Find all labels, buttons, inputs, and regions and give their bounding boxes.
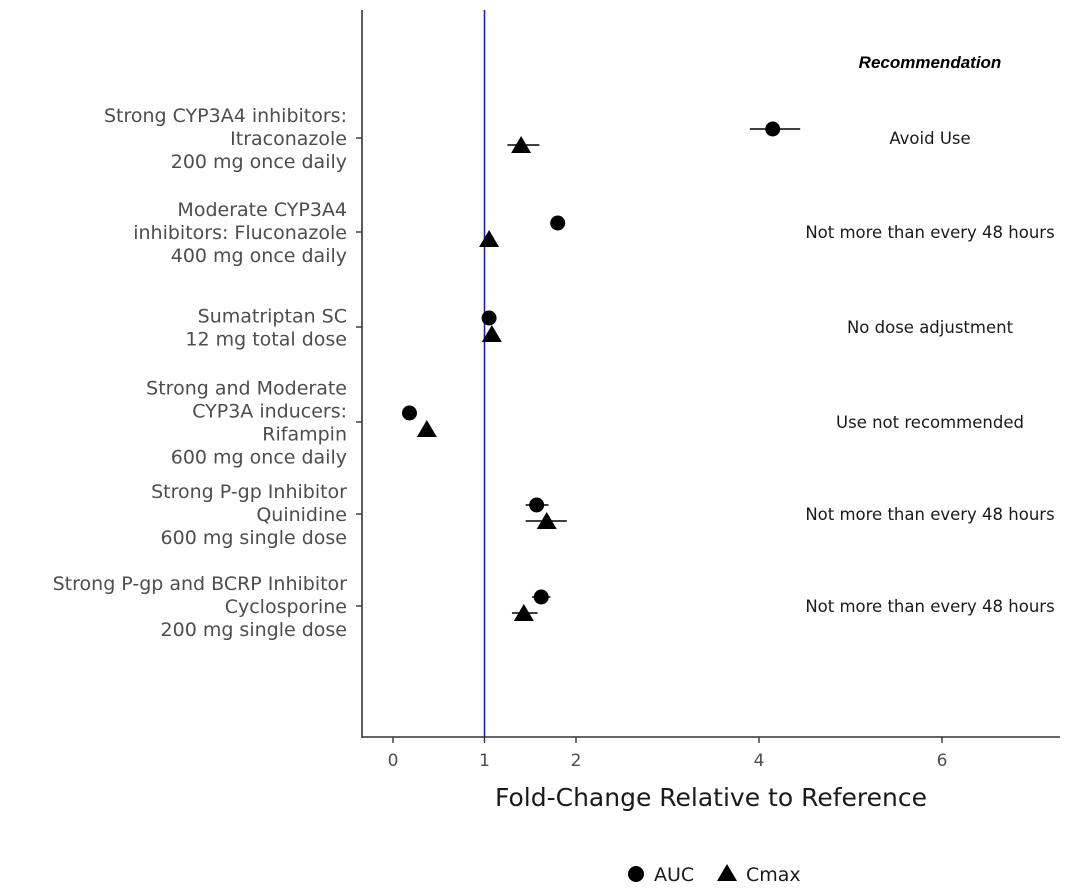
axes — [362, 10, 1060, 738]
auc-point — [529, 498, 544, 513]
x-axis-title: Fold-Change Relative to Reference — [495, 783, 927, 812]
y-label-line: Itraconazole — [230, 128, 347, 150]
x-axis-ticks: 0 1 2 4 6 — [388, 737, 948, 771]
y-label-line: 400 mg once daily — [171, 245, 347, 267]
y-label-line: Moderate CYP3A4 — [177, 199, 347, 221]
data-points — [402, 122, 800, 622]
cmax-point — [479, 230, 499, 247]
legend-auc-label: AUC — [654, 864, 694, 886]
recommendation-label: Not more than every 48 hours — [805, 223, 1054, 242]
auc-point — [765, 122, 780, 137]
y-axis-labels: Strong CYP3A4 inhibitors:Itraconazole200… — [53, 105, 348, 641]
legend-auc-key — [628, 866, 644, 882]
y-label-line: Strong and Moderate — [146, 378, 347, 400]
legend-cmax-key — [717, 864, 737, 881]
y-label-line: Cyclosporine — [225, 596, 347, 618]
x-tick-label: 1 — [479, 751, 490, 771]
y-label-line: Rifampin — [262, 424, 347, 446]
y-label-line: inhibitors: Fluconazole — [133, 222, 347, 244]
y-label-line: 200 mg once daily — [171, 151, 347, 173]
recommendation-label: No dose adjustment — [847, 318, 1014, 337]
y-label-line: Strong P-gp and BCRP Inhibitor — [53, 573, 348, 595]
auc-point — [534, 590, 549, 605]
y-label-line: Strong CYP3A4 inhibitors: — [104, 105, 347, 127]
recommendation-label: Not more than every 48 hours — [805, 505, 1054, 524]
auc-point — [482, 311, 497, 326]
y-label-line: Strong P-gp Inhibitor — [151, 481, 347, 503]
y-label-line: CYP3A inducers: — [192, 401, 347, 423]
auc-point — [402, 406, 417, 421]
y-label-line: 600 mg once daily — [171, 447, 347, 469]
recommendation-header: Recommendation — [859, 53, 1002, 72]
y-label-line: 200 mg single dose — [161, 619, 347, 641]
x-tick-label: 2 — [571, 751, 582, 771]
x-tick-label: 0 — [388, 751, 399, 771]
y-axis-ticks — [356, 138, 362, 606]
auc-point — [550, 216, 565, 231]
legend: AUC Cmax — [628, 864, 801, 886]
recommendation-label: Use not recommended — [836, 413, 1024, 432]
legend-cmax-label: Cmax — [746, 864, 801, 886]
recommendation-labels: Recommendation Avoid Use Not more than ev… — [805, 53, 1054, 616]
x-tick-label: 6 — [937, 751, 948, 771]
x-tick-label: 4 — [754, 751, 765, 771]
y-label-line: Quinidine — [256, 504, 347, 526]
y-label-line: 12 mg total dose — [185, 329, 347, 351]
y-label-line: 600 mg single dose — [161, 527, 347, 549]
recommendation-label: Avoid Use — [889, 129, 970, 148]
cmax-point — [417, 420, 437, 437]
y-label-line: Sumatriptan SC — [198, 306, 347, 328]
recommendation-label: Not more than every 48 hours — [805, 597, 1054, 616]
